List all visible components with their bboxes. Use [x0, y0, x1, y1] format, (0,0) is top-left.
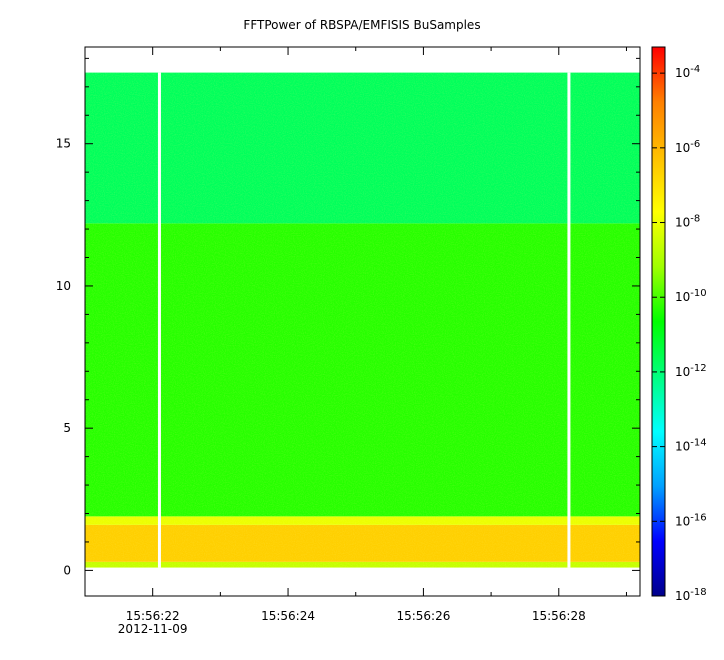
x-tick-label: 15:56:22	[126, 609, 180, 623]
colorbar-tick-label: 10-4	[675, 64, 700, 80]
plot-border	[84, 46, 641, 597]
data-gaps	[157, 72, 571, 568]
chart-title: FFTPower of RBSPA/EMFISIS BuSamples	[243, 18, 480, 32]
colorbar-gradient	[651, 46, 666, 597]
y-tick-label: 10	[56, 279, 71, 293]
power-band-texture-3	[85, 223, 640, 517]
colorbar: 10-4 10-6 10-8 10-10 10-12 10-14 10-16 10-18	[651, 46, 707, 603]
power-band-texture-1	[85, 524, 640, 562]
y-tick-label: 15	[56, 137, 71, 151]
data-gap-1	[567, 72, 571, 568]
colorbar-tick-label: 10-10	[675, 288, 707, 304]
x-axis-date-label: 2012-11-09	[118, 622, 188, 636]
colorbar-tick-label: 10-18	[675, 587, 707, 603]
power-band-texture-2	[85, 516, 640, 525]
plot-frame	[84, 46, 641, 597]
x-tick-label: 15:56:28	[532, 609, 586, 623]
colorbar-tick-label: 10-8	[675, 214, 700, 230]
data-gap-0	[157, 72, 161, 568]
spectrogram-bands	[85, 72, 640, 568]
colorbar-tick-label: 10-12	[675, 363, 707, 379]
y-axis: 0 5 10 15	[56, 57, 640, 577]
power-band-texture-0	[85, 561, 640, 568]
x-tick-label: 15:56:26	[396, 609, 450, 623]
colorbar-tick-label: 10-16	[675, 512, 707, 528]
x-axis: 15:56:22 15:56:24 15:56:26 15:56:28	[84, 47, 627, 623]
x-tick-label: 15:56:24	[261, 609, 315, 623]
y-tick-label: 5	[63, 421, 71, 435]
y-tick-label: 0	[63, 563, 71, 577]
power-band-texture-4	[85, 72, 640, 224]
colorbar-tick-label: 10-6	[675, 139, 700, 155]
colorbar-tick-label: 10-14	[675, 438, 707, 454]
